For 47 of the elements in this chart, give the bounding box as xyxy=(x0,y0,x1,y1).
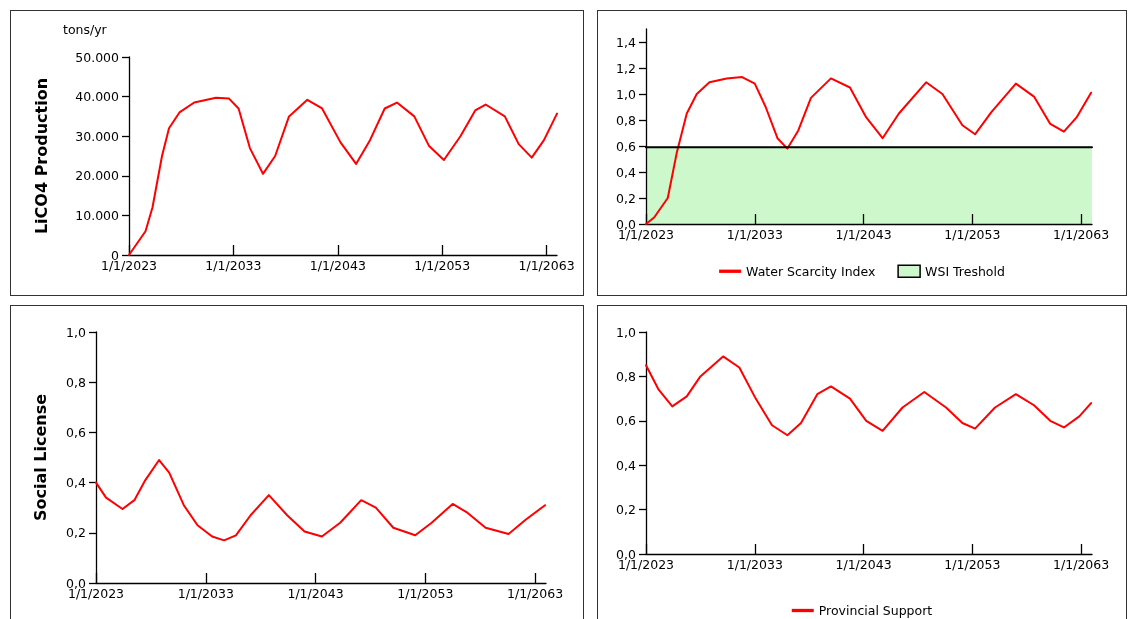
y-tick-label: 1,0 xyxy=(66,324,87,340)
y-tick-label: 20.000 xyxy=(75,168,120,184)
x-tick-label: 1/1/2053 xyxy=(944,227,1001,242)
y-tick-label: 0,2 xyxy=(616,190,636,206)
legend-label: WSI Treshold xyxy=(925,263,1005,279)
x-tick-label: 1/1/2053 xyxy=(397,586,454,601)
x-tick-label: 1/1/2043 xyxy=(309,258,366,273)
x-tick-label: 1/1/2053 xyxy=(414,258,471,273)
y-tick-label: 0,8 xyxy=(616,368,637,384)
y-tick-label: 30.000 xyxy=(75,128,120,144)
y-tick-label: 0,4 xyxy=(616,457,637,473)
y-tick-label: 0,2 xyxy=(616,502,636,518)
y-tick-label: 10.000 xyxy=(75,207,120,223)
x-tick-label: 1/1/2063 xyxy=(506,586,564,601)
y-tick-label: 40.000 xyxy=(75,89,120,105)
y-tick-label: 0,4 xyxy=(66,475,87,491)
y-tick-label: 0,2 xyxy=(66,525,86,541)
line-series xyxy=(95,459,547,542)
y-tick-label: 0,8 xyxy=(616,112,637,128)
x-tick-label: 1/1/2063 xyxy=(518,258,575,273)
x-tick-label: 1/1/2043 xyxy=(835,227,892,242)
x-tick-label: 1/1/2063 xyxy=(1053,227,1110,242)
y-tick-label: 0,6 xyxy=(616,138,637,154)
x-tick-label: 1/1/2033 xyxy=(726,227,783,242)
x-tick-label: 1/1/2043 xyxy=(835,557,892,572)
x-tick-label: 1/1/2033 xyxy=(205,258,262,273)
y-tick-label: 50.000 xyxy=(75,49,120,65)
y-tick-label: 1,2 xyxy=(616,60,636,76)
x-tick-label: 1/1/2023 xyxy=(100,258,158,273)
y-tick-label: 0,8 xyxy=(66,374,87,390)
text: tons/yr xyxy=(63,22,108,37)
y-tick-label: 0,6 xyxy=(616,413,637,429)
y-tick-label: 0,4 xyxy=(616,164,637,180)
y-tick-label: 1,0 xyxy=(616,324,637,340)
x-tick-label: 1/1/2043 xyxy=(287,586,344,601)
legend-label: Provincial Support xyxy=(818,603,933,618)
legend-label: Water Scarcity Index xyxy=(746,263,876,279)
y-tick-label: 0,6 xyxy=(66,424,87,440)
y-axis-title: Social License xyxy=(30,393,50,522)
x-tick-label: 1/1/2033 xyxy=(177,586,234,601)
y-tick-label: 1,4 xyxy=(616,34,637,50)
line-series xyxy=(645,355,1093,437)
x-tick-label: 1/1/2063 xyxy=(1053,557,1110,572)
x-tick-label: 1/1/2033 xyxy=(726,557,783,572)
y-axis-title: LiCO4 Production xyxy=(31,77,51,235)
x-tick-label: 1/1/2053 xyxy=(944,557,1001,572)
y-tick-label: 1,0 xyxy=(616,86,637,102)
